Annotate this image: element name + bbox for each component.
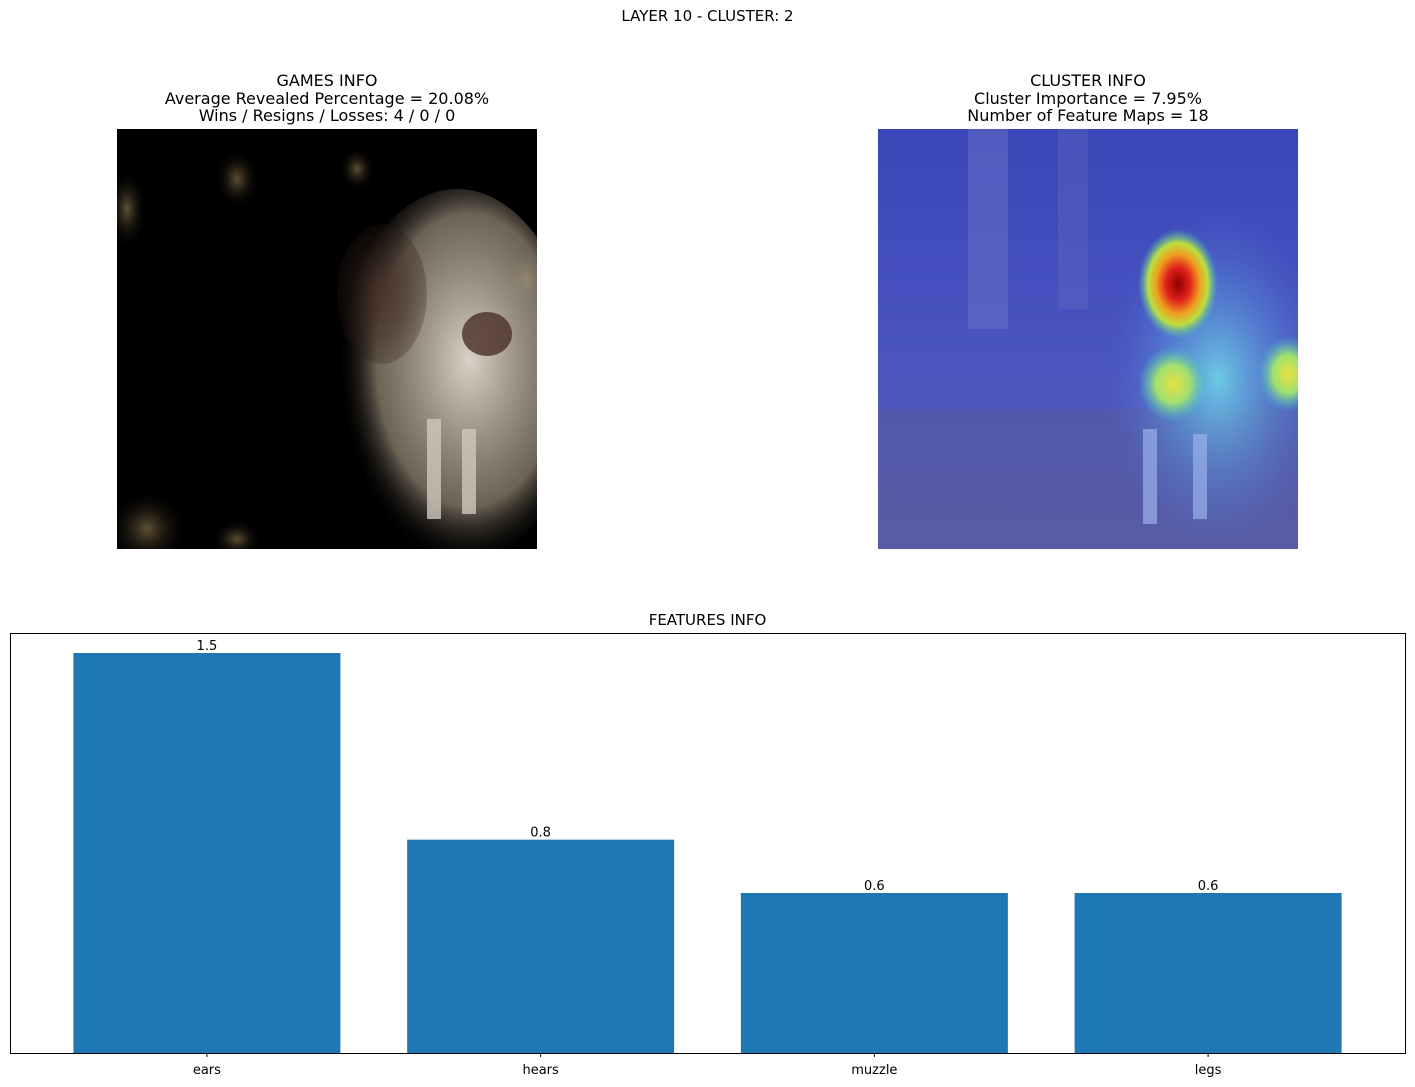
bar-value-label: 0.6 (864, 879, 885, 894)
x-tick-label: muzzle (851, 1063, 897, 1078)
figure-title: LAYER 10 - CLUSTER: 2 (621, 7, 794, 25)
plot-frame (10, 633, 1406, 1054)
heatmap-dog-image (878, 129, 1298, 549)
bar-value-label: 0.8 (530, 826, 551, 841)
bar-muzzle (740, 893, 1008, 1053)
cluster-info-title: CLUSTER INFO (1030, 71, 1146, 90)
games-info-title-block: GAMES INFO Average Revealed Percentage =… (117, 72, 537, 125)
bar-value-label: 1.5 (197, 639, 218, 654)
number-of-feature-maps: Number of Feature Maps = 18 (967, 106, 1209, 125)
wins-resigns-losses: Wins / Resigns / Losses: 4 / 0 / 0 (198, 106, 456, 125)
bar-ears (73, 653, 341, 1053)
masked-dog-image (117, 129, 537, 549)
bar-legs (1074, 893, 1342, 1053)
chart-title: FEATURES INFO (648, 611, 767, 629)
x-tick-label: legs (1195, 1063, 1222, 1078)
x-tick-label: ears (193, 1063, 221, 1078)
cluster-importance: Cluster Importance = 7.95% (974, 88, 1202, 108)
average-revealed-percentage: Average Revealed Percentage = 20.08% (164, 88, 490, 108)
cluster-info-title-block: CLUSTER INFO Cluster Importance = 7.95% … (878, 72, 1298, 125)
games-info-title: GAMES INFO (276, 71, 378, 90)
x-tick-label: hears (522, 1063, 559, 1078)
bar-value-label: 0.6 (1198, 879, 1219, 894)
bar-hears (407, 839, 675, 1053)
